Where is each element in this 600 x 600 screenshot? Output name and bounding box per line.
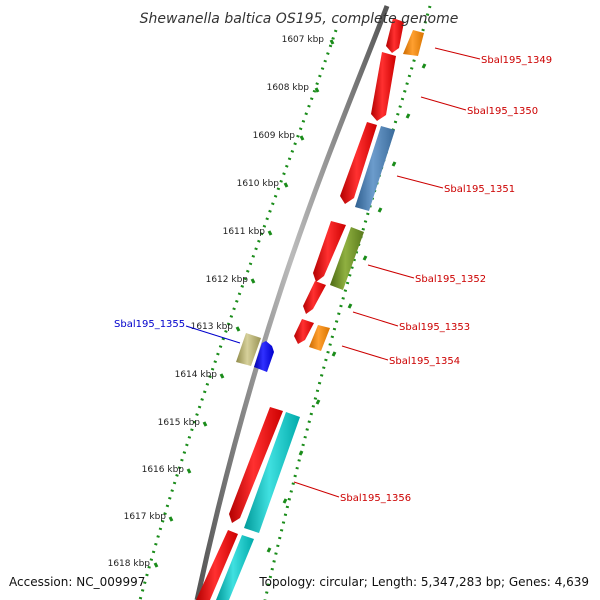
kbp-label: 1614 kbp: [175, 370, 218, 380]
gene-orange-1349[interactable]: [403, 30, 424, 56]
gene-red-1352b[interactable]: [303, 281, 326, 314]
kbp-label: 1608 kbp: [267, 83, 310, 93]
kbp-label: 1611 kbp: [223, 227, 266, 237]
kbp-label: 1610 kbp: [237, 179, 280, 189]
gene-orange-1354[interactable]: [309, 325, 330, 351]
kbp-labels: 1607 kbp 1608 kbp 1609 kbp 1610 kbp 1611…: [108, 35, 325, 569]
gene-label-1352[interactable]: Sbal195_1352: [415, 274, 486, 285]
kbp-ticks: [153, 39, 335, 568]
gene-labels: Sbal195_1349 Sbal195_1350 Sbal195_1351 S…: [114, 55, 552, 504]
kbp-label: 1609 kbp: [253, 131, 296, 141]
map-title: Shewanella baltica OS195, complete genom…: [140, 11, 459, 27]
kbp-label: 1607 kbp: [282, 35, 325, 45]
kbp-label: 1612 kbp: [206, 275, 249, 285]
accession-text: Accession: NC_009997: [9, 575, 145, 589]
gene-red-1351[interactable]: [340, 122, 377, 204]
gene-label-1351[interactable]: Sbal195_1351: [444, 184, 515, 195]
kbp-label: 1617 kbp: [124, 512, 167, 522]
gene-label-1353[interactable]: Sbal195_1353: [399, 322, 470, 333]
gene-label-1354[interactable]: Sbal195_1354: [389, 356, 460, 367]
gene-red-1352[interactable]: [313, 221, 346, 282]
kbp-label: 1616 kbp: [142, 465, 185, 475]
gene-label-1356[interactable]: Sbal195_1356: [340, 493, 411, 504]
gene-blue-1355[interactable]: [254, 341, 274, 372]
gene-steelblue-1351[interactable]: [355, 126, 395, 211]
gene-red-1350[interactable]: [371, 52, 396, 121]
gene-red-1349[interactable]: [386, 18, 404, 53]
kbp-label: 1615 kbp: [158, 418, 201, 428]
gene-red-1353[interactable]: [294, 319, 314, 344]
callout-lines: [185, 47, 481, 498]
genes-red: [196, 18, 404, 600]
gene-label-1349[interactable]: Sbal195_1349: [481, 55, 552, 66]
gene-label-1355[interactable]: Sbal195_1355: [114, 319, 185, 330]
topology-text: Topology: circular; Length: 5,347,283 bp…: [258, 575, 589, 589]
gene-cyan-1357[interactable]: [216, 535, 254, 600]
genome-backbone: [194, 5, 390, 600]
outer-ruler-ticks: [266, 63, 427, 553]
kbp-label: 1618 kbp: [108, 559, 151, 569]
gene-khaki-1355[interactable]: [236, 333, 261, 366]
gene-red-1357[interactable]: [196, 530, 238, 600]
gene-red-1356[interactable]: [229, 407, 283, 523]
ruler-outer: [263, 5, 432, 600]
genes-colored: [216, 30, 424, 600]
gene-label-1350[interactable]: Sbal195_1350: [467, 106, 538, 117]
gene-cyan-1356[interactable]: [244, 412, 300, 533]
gene-olive-1352[interactable]: [330, 227, 364, 290]
kbp-label: 1613 kbp: [191, 322, 234, 332]
